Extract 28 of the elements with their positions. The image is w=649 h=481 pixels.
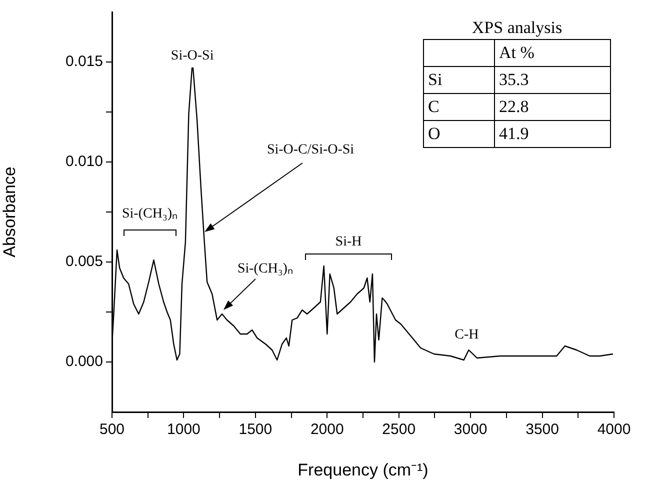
- annotation: Si: [424, 66, 494, 94]
- y-tick-label: 0.005: [65, 253, 103, 270]
- y-tick-label: 0.000: [65, 353, 103, 370]
- annotation: 22.8: [494, 94, 610, 120]
- annotation: Si-O-Si: [170, 48, 214, 64]
- annotation: At %: [494, 40, 610, 66]
- annotation: Si-(CH₃)ₙ: [237, 262, 294, 277]
- x-axis-title: Frequency (cm⁻¹): [298, 460, 428, 480]
- annotation: 41.9: [494, 120, 610, 148]
- x-tick-label: 4000: [597, 421, 631, 438]
- annotation: Si-(CH₃)ₙ: [122, 206, 178, 222]
- x-tick-label: 3500: [526, 421, 559, 438]
- annotation: C: [424, 94, 494, 120]
- y-tick-label: 0.015: [65, 53, 103, 70]
- x-tick-label: 3000: [454, 421, 488, 438]
- annotation: O: [424, 120, 494, 148]
- y-axis-title: Absorbance: [0, 166, 19, 258]
- x-tick-label: 1500: [238, 421, 272, 438]
- x-tick-label: 2500: [382, 421, 416, 438]
- annotation: XPS analysis: [470, 17, 564, 39]
- x-tick-label: 1000: [167, 421, 200, 438]
- x-tick-label: 2000: [310, 421, 344, 438]
- annotation: Si-H: [335, 234, 362, 250]
- y-tick-label: 0.010: [65, 153, 103, 170]
- annotation: C-H: [454, 328, 479, 343]
- x-tick-label: 500: [99, 421, 125, 438]
- annotation: Si-O-C/Si-O-Si: [266, 142, 354, 158]
- annotation: 35.3: [494, 66, 610, 94]
